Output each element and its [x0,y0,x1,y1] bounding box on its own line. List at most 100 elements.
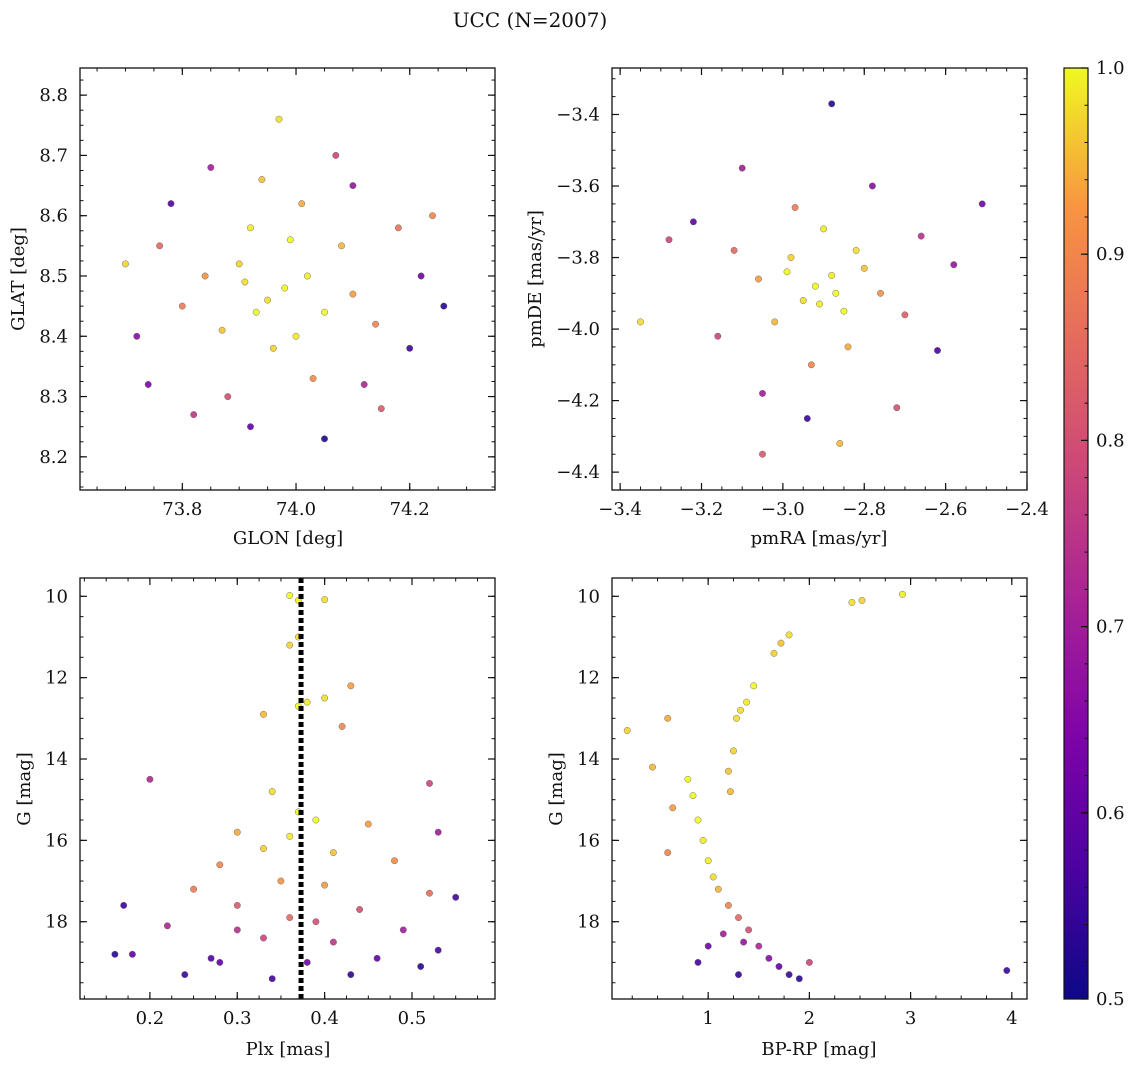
data-point [840,307,848,315]
colorbar-tick-label: 0.9 [1096,244,1125,265]
colorbar-tick-label: 1.0 [1096,58,1125,79]
x-tick-label: 0.5 [398,1008,427,1029]
data-point [434,828,442,836]
data-point [303,959,311,966]
data-point [1003,967,1011,974]
data-point [755,275,762,283]
x-tick-label: −3.0 [761,499,805,520]
data-point [399,926,407,934]
data-point [235,260,243,268]
data-point [268,975,276,983]
colorbar-gradient [1063,67,1089,1000]
y-tick-label: −3.4 [556,104,600,125]
data-point [689,792,697,799]
data-point [737,706,744,714]
data-point [426,780,433,787]
y-tick-label: −4.0 [556,319,600,340]
x-tick-label: −3.2 [680,499,724,520]
colorbar-tick-label: 0.8 [1096,430,1125,451]
x-tick-label: 73.8 [162,499,202,520]
data-point [820,225,827,233]
data-point [877,289,884,297]
data-point [950,261,958,269]
data-point [745,926,752,934]
data-point [309,375,317,382]
data-point [286,236,294,244]
data-point [791,204,799,211]
y-axis-label: GLAT [deg] [8,227,29,331]
data-point [740,938,747,946]
data-point [699,837,707,844]
data-point [260,845,267,852]
panel-pmra-pmde: pmRA [mas/yr] pmDE [mas/yr] −3.4 −3.2 −3.0… [525,67,1049,549]
y-tick-label: 12 [577,668,600,689]
data-point [233,926,241,934]
data-point [275,115,283,123]
figure-title: UCC (N=2007) [453,8,608,32]
data-point [440,302,448,310]
data-point [727,788,734,795]
data-point [426,889,433,897]
x-tick-label: 0.4 [310,1008,339,1029]
x-tick-label: 74.2 [390,499,430,520]
y-tick-label: 8.4 [39,326,68,347]
data-point [429,212,436,220]
data-point [269,344,277,352]
data-point [765,954,773,962]
data-point [292,332,300,340]
axes-frame [611,67,1028,491]
data-point [111,950,119,958]
data-point [163,922,171,930]
data-point [899,590,906,598]
data-point [332,151,340,159]
y-tick-label: −3.6 [556,176,600,197]
data-point [268,788,276,795]
data-point [286,914,294,921]
data-point [347,682,355,690]
data-point [216,861,224,869]
x-tick-label: 1 [702,1008,713,1029]
data-point [860,264,868,272]
data-point [224,393,232,400]
y-tick-label: 18 [45,912,68,933]
data-point [934,347,941,354]
data-point [738,164,746,172]
data-point [264,296,271,304]
data-point [216,959,224,966]
y-tick-label: 14 [45,749,68,770]
data-point [156,242,164,250]
data-point [277,877,285,885]
data-point [373,954,381,962]
data-point [133,332,141,340]
x-tick-label: −2.6 [924,499,968,520]
data-point [832,289,840,297]
data-point [286,641,294,649]
data-point [623,727,631,734]
data-point [360,381,368,388]
data-point [755,942,763,950]
data-point [730,747,737,755]
data-point [669,804,677,812]
panel-plx-g: Plx [mas] G [mag] 0.2 0.3 0.4 0.5 10 12 14 16 18 [14,577,496,1060]
data-point [684,775,692,783]
y-tick-label: 8.2 [39,447,68,468]
data-point [806,959,813,966]
data-point [759,389,766,397]
y-axis-label: pmDE [mas/yr] [525,210,546,348]
data-point [803,415,811,422]
data-point [709,873,717,881]
data-point [836,440,844,447]
colorbar-tick-label: 0.5 [1096,989,1125,1010]
data-point [321,694,328,702]
axes-frame [79,67,496,491]
data-point [799,297,807,304]
y-tick-label: 18 [577,912,600,933]
data-point [730,246,738,254]
colorbar-tick-label: 0.6 [1096,803,1125,824]
axes-frame [79,577,496,1000]
data-point [637,318,644,326]
data-point [181,971,189,978]
data-point [704,857,712,865]
data-point [321,435,328,443]
